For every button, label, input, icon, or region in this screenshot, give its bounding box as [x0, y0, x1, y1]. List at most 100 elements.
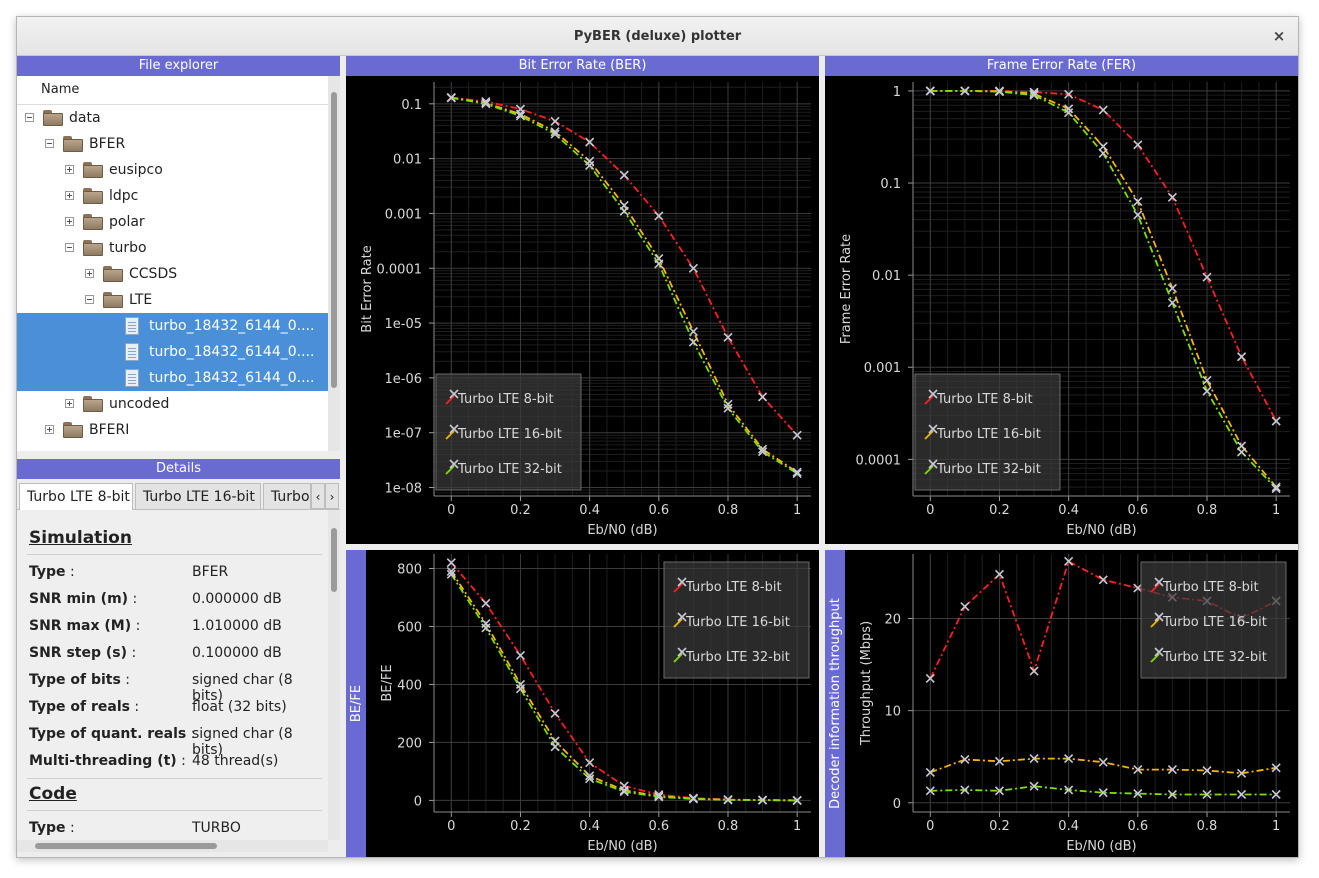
close-button[interactable]: × [1272, 27, 1286, 45]
marker-stroke [1098, 575, 1108, 585]
marker-stroke [481, 623, 491, 633]
details-scrollbar[interactable] [328, 510, 340, 840]
data-point [619, 170, 629, 180]
ber-chart[interactable]: 0 0.2 0.4 0.6 0.8 1 0.1 0.01 0.001 0.0001 1e-05 1e-… [346, 76, 819, 544]
file-icon [125, 343, 139, 361]
y-tick-label: 0.001 [864, 361, 901, 376]
tree-file-item[interactable]: turbo_18432_6144_0.... [17, 313, 328, 339]
legend-swatch [924, 430, 934, 440]
details-hscrollbar[interactable] [17, 840, 328, 852]
expand-icon[interactable] [85, 269, 94, 278]
data-point [792, 468, 802, 479]
tab-scroll-right-button[interactable]: › [325, 483, 339, 509]
data-point [1029, 90, 1039, 100]
explorer-scroll-thumb[interactable] [331, 92, 337, 388]
data-point [1237, 768, 1247, 778]
data-point [1133, 140, 1143, 150]
tree-folder-item[interactable]: BFER [17, 131, 328, 157]
legend-label: Turbo LTE 32-bit [936, 462, 1041, 477]
data-point [1064, 89, 1074, 99]
legend-label: Turbo LTE 32-bit [1162, 650, 1267, 665]
detail-key: SNR step (s) : [29, 645, 137, 661]
tree-folder-item[interactable]: data [17, 105, 328, 131]
plot-title: Decoder information throughput [828, 598, 843, 809]
detail-key: Type : [29, 820, 75, 836]
x-tick-label: 0.8 [1197, 819, 1218, 834]
tree-folder-item[interactable]: LTE [17, 287, 328, 313]
data-point [481, 623, 491, 633]
legend-marker [1154, 647, 1164, 657]
data-point [446, 566, 456, 576]
expand-icon[interactable] [65, 217, 74, 226]
collapse-icon[interactable] [85, 295, 94, 304]
throughput-chart[interactable]: Decoder information throughput 0 0.2 0.4 0.6… [825, 550, 1298, 857]
marker-stroke [1271, 482, 1281, 492]
tree-folder-item[interactable]: polar [17, 209, 328, 235]
collapse-icon[interactable] [65, 243, 74, 252]
tree-file-item[interactable]: turbo_18432_6144_0.... [17, 365, 328, 391]
marker-stroke [515, 684, 526, 694]
data-point [1133, 583, 1143, 593]
details-hscroll-thumb[interactable] [35, 843, 217, 849]
tree-item-label: BFER [89, 136, 126, 152]
tree-folder-item[interactable]: ldpc [17, 183, 328, 209]
tree-folder-item[interactable]: eusipco [17, 157, 328, 183]
data-point [585, 774, 595, 784]
tab-turbo-lte-32bit[interactable]: Turbo [263, 483, 311, 509]
expand-icon[interactable] [65, 191, 74, 200]
marker-stroke [688, 794, 698, 804]
data-point [1098, 757, 1108, 767]
legend-swatch [445, 395, 455, 405]
legend-label: Turbo LTE 32-bit [457, 462, 562, 477]
title-bar[interactable]: PyBER (deluxe) plotter × [17, 17, 1298, 56]
explorer-scrollbar[interactable] [328, 76, 340, 451]
chart-svg: 0 0.2 0.4 0.6 0.8 1 0.1 0.01 0.001 0.0001 1e-05 1e-… [360, 82, 811, 538]
details-scroll-thumb[interactable] [331, 528, 337, 592]
marker-stroke [1098, 148, 1108, 158]
expand-icon[interactable] [45, 425, 54, 434]
x-tick-label: 1 [1272, 819, 1280, 834]
befe-chart[interactable]: BE/FE 0 0.2 0.4 0.6 0.8 1 800 600 400 200 0 Eb/N0 (d… [346, 550, 819, 857]
plot-side-strip [346, 550, 366, 857]
tab-turbo-lte-16bit[interactable]: Turbo LTE 16-bit [135, 483, 261, 509]
legend-marker [1154, 612, 1164, 622]
collapse-icon[interactable] [45, 139, 54, 148]
data-point [1064, 753, 1074, 764]
detail-key: Type of bits : [29, 672, 131, 688]
tree-folder-item[interactable]: CCSDS [17, 261, 328, 287]
legend-label: Turbo LTE 8-bit [685, 580, 782, 595]
data-point [960, 86, 970, 96]
marker-stroke [1167, 298, 1177, 308]
collapse-icon[interactable] [25, 113, 34, 122]
marker-stroke [723, 332, 733, 342]
x-tick-label: 0.6 [1127, 819, 1148, 834]
legend-label: Turbo LTE 8-bit [936, 392, 1033, 407]
tab-turbo-lte-8bit[interactable]: Turbo LTE 8-bit [19, 483, 133, 510]
file-tree[interactable]: Name data BFER eusipco ldpc polar turbo CCSDS L… [17, 76, 328, 451]
tree-folder-item[interactable]: BFERI [17, 417, 328, 443]
marker-stroke [1133, 196, 1143, 207]
data-point [792, 467, 802, 477]
expand-icon[interactable] [65, 165, 74, 174]
data-point [1167, 789, 1177, 800]
y-tick-label: 1e-05 [384, 317, 422, 332]
tree-file-item[interactable]: turbo_18432_6144_0.... [17, 339, 328, 365]
marker-stroke [1064, 89, 1074, 99]
tree-folder-item[interactable]: turbo [17, 235, 328, 261]
marker-stroke [723, 795, 733, 805]
tree-column-header[interactable]: Name [17, 76, 328, 105]
marker-stroke [1133, 140, 1143, 150]
tab-scroll-left-button[interactable]: ‹ [311, 483, 325, 509]
plot-title: BE/FE [349, 685, 364, 722]
detail-value: TURBO [192, 820, 241, 836]
fer-chart[interactable]: 0 0.2 0.4 0.6 0.8 1 1 0.1 0.01 0.001 0.0001 Eb/N0 (… [825, 76, 1298, 544]
marker-stroke [758, 392, 768, 402]
marker-stroke [925, 673, 935, 683]
expand-icon[interactable] [65, 399, 74, 408]
marker-stroke [619, 170, 629, 180]
marker-stroke [585, 160, 595, 171]
tree-folder-item[interactable]: uncoded [17, 391, 328, 417]
main-window: PyBER (deluxe) plotter × File explorer N… [16, 16, 1299, 858]
data-point [446, 558, 456, 568]
marker-stroke [619, 787, 629, 797]
